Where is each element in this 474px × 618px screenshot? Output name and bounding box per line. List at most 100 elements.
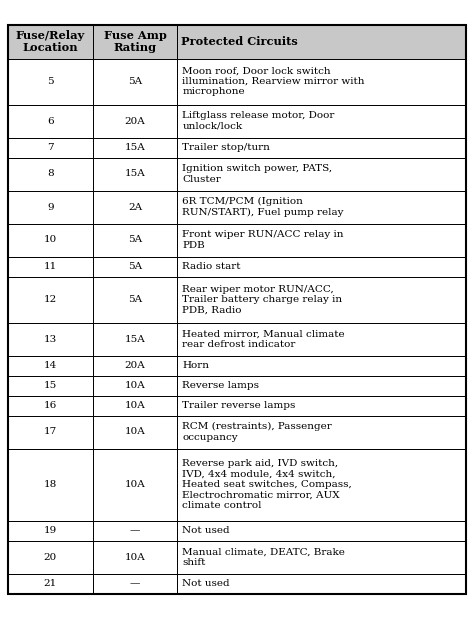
Bar — [93, 541, 177, 574]
Text: —: — — [130, 579, 140, 588]
Bar — [93, 25, 177, 59]
Bar — [93, 104, 177, 137]
Bar — [8, 256, 93, 276]
Text: Reverse park aid, IVD switch,
IVD, 4x4 module, 4x4 switch,
Heated seat switches,: Reverse park aid, IVD switch, IVD, 4x4 m… — [182, 459, 352, 510]
Text: 12: 12 — [44, 295, 57, 304]
Text: Not used: Not used — [182, 579, 230, 588]
Bar — [93, 449, 177, 520]
Bar — [177, 520, 466, 541]
Text: 21: 21 — [44, 579, 57, 588]
Text: Heated mirror, Manual climate
rear defrost indicator: Heated mirror, Manual climate rear defro… — [182, 329, 345, 349]
Bar — [8, 59, 93, 104]
Text: Reverse lamps: Reverse lamps — [182, 381, 259, 390]
Text: 19: 19 — [44, 526, 57, 535]
Bar — [8, 396, 93, 415]
Bar — [93, 574, 177, 593]
Text: 5: 5 — [47, 77, 54, 86]
Bar — [93, 323, 177, 355]
Text: 10A: 10A — [125, 401, 146, 410]
Text: 7: 7 — [47, 143, 54, 152]
Text: Manual climate, DEATC, Brake
shift: Manual climate, DEATC, Brake shift — [182, 548, 346, 567]
Text: 20A: 20A — [125, 361, 146, 370]
Text: 10A: 10A — [125, 381, 146, 390]
Text: 6: 6 — [47, 117, 54, 125]
Text: 11: 11 — [44, 262, 57, 271]
Bar — [93, 415, 177, 449]
Bar — [177, 376, 466, 396]
Bar — [177, 355, 466, 376]
Text: Trailer stop/turn: Trailer stop/turn — [182, 143, 270, 152]
Bar — [93, 376, 177, 396]
Text: Ignition switch power, PATS,
Cluster: Ignition switch power, PATS, Cluster — [182, 164, 333, 184]
Text: 10: 10 — [44, 235, 57, 245]
Bar — [177, 224, 466, 256]
Text: 9: 9 — [47, 203, 54, 211]
Text: Fuse/Relay
Location: Fuse/Relay Location — [16, 30, 85, 53]
Bar — [93, 396, 177, 415]
Text: Liftglass release motor, Door
unlock/lock: Liftglass release motor, Door unlock/loc… — [182, 111, 335, 130]
Text: 17: 17 — [44, 428, 57, 436]
Bar — [93, 276, 177, 323]
Text: 5A: 5A — [128, 235, 142, 245]
Bar — [93, 256, 177, 276]
Bar — [8, 158, 93, 190]
Text: 8: 8 — [47, 169, 54, 179]
Text: 15A: 15A — [125, 169, 146, 179]
Bar — [177, 396, 466, 415]
Bar — [93, 59, 177, 104]
Text: 2A: 2A — [128, 203, 142, 211]
Bar — [8, 224, 93, 256]
Text: 10A: 10A — [125, 428, 146, 436]
Bar — [177, 137, 466, 158]
Text: —: — — [130, 526, 140, 535]
Bar — [8, 541, 93, 574]
Text: Horn: Horn — [182, 361, 210, 370]
Text: Trailer reverse lamps: Trailer reverse lamps — [182, 401, 296, 410]
Bar — [177, 541, 466, 574]
Bar — [93, 158, 177, 190]
Bar — [8, 520, 93, 541]
Bar — [8, 574, 93, 593]
Bar — [8, 190, 93, 224]
Text: RCM (restraints), Passenger
occupancy: RCM (restraints), Passenger occupancy — [182, 422, 332, 442]
Bar — [177, 190, 466, 224]
Bar — [8, 25, 93, 59]
Bar — [93, 137, 177, 158]
Bar — [177, 323, 466, 355]
Text: Front wiper RUN/ACC relay in
PDB: Front wiper RUN/ACC relay in PDB — [182, 231, 344, 250]
Text: 5A: 5A — [128, 295, 142, 304]
Text: 20: 20 — [44, 552, 57, 562]
Bar — [8, 415, 93, 449]
Bar — [177, 25, 466, 59]
Text: Not used: Not used — [182, 526, 230, 535]
Text: 10A: 10A — [125, 480, 146, 489]
Text: 13: 13 — [44, 334, 57, 344]
Text: 10A: 10A — [125, 552, 146, 562]
Bar — [8, 449, 93, 520]
Text: Moon roof, Door lock switch
illumination, Rearview mirror with
microphone: Moon roof, Door lock switch illumination… — [182, 67, 365, 96]
Bar — [93, 190, 177, 224]
Text: 15A: 15A — [125, 143, 146, 152]
Bar — [177, 158, 466, 190]
Text: Protected Circuits: Protected Circuits — [182, 36, 298, 47]
Text: 18: 18 — [44, 480, 57, 489]
Bar — [8, 323, 93, 355]
Bar — [8, 104, 93, 137]
Text: Radio start: Radio start — [182, 262, 241, 271]
Text: 15A: 15A — [125, 334, 146, 344]
Text: 5A: 5A — [128, 262, 142, 271]
Bar — [177, 574, 466, 593]
Bar — [93, 224, 177, 256]
Text: Fuse Amp
Rating: Fuse Amp Rating — [104, 30, 166, 53]
Bar — [177, 256, 466, 276]
Text: 15: 15 — [44, 381, 57, 390]
Bar — [177, 415, 466, 449]
Bar — [8, 137, 93, 158]
Bar — [8, 276, 93, 323]
Text: 6R TCM/PCM (Ignition
RUN/START), Fuel pump relay: 6R TCM/PCM (Ignition RUN/START), Fuel pu… — [182, 197, 344, 217]
Text: Rear wiper motor RUN/ACC,
Trailer battery charge relay in
PDB, Radio: Rear wiper motor RUN/ACC, Trailer batter… — [182, 285, 343, 315]
Bar — [93, 355, 177, 376]
Bar — [177, 449, 466, 520]
Bar — [177, 276, 466, 323]
Text: 14: 14 — [44, 361, 57, 370]
